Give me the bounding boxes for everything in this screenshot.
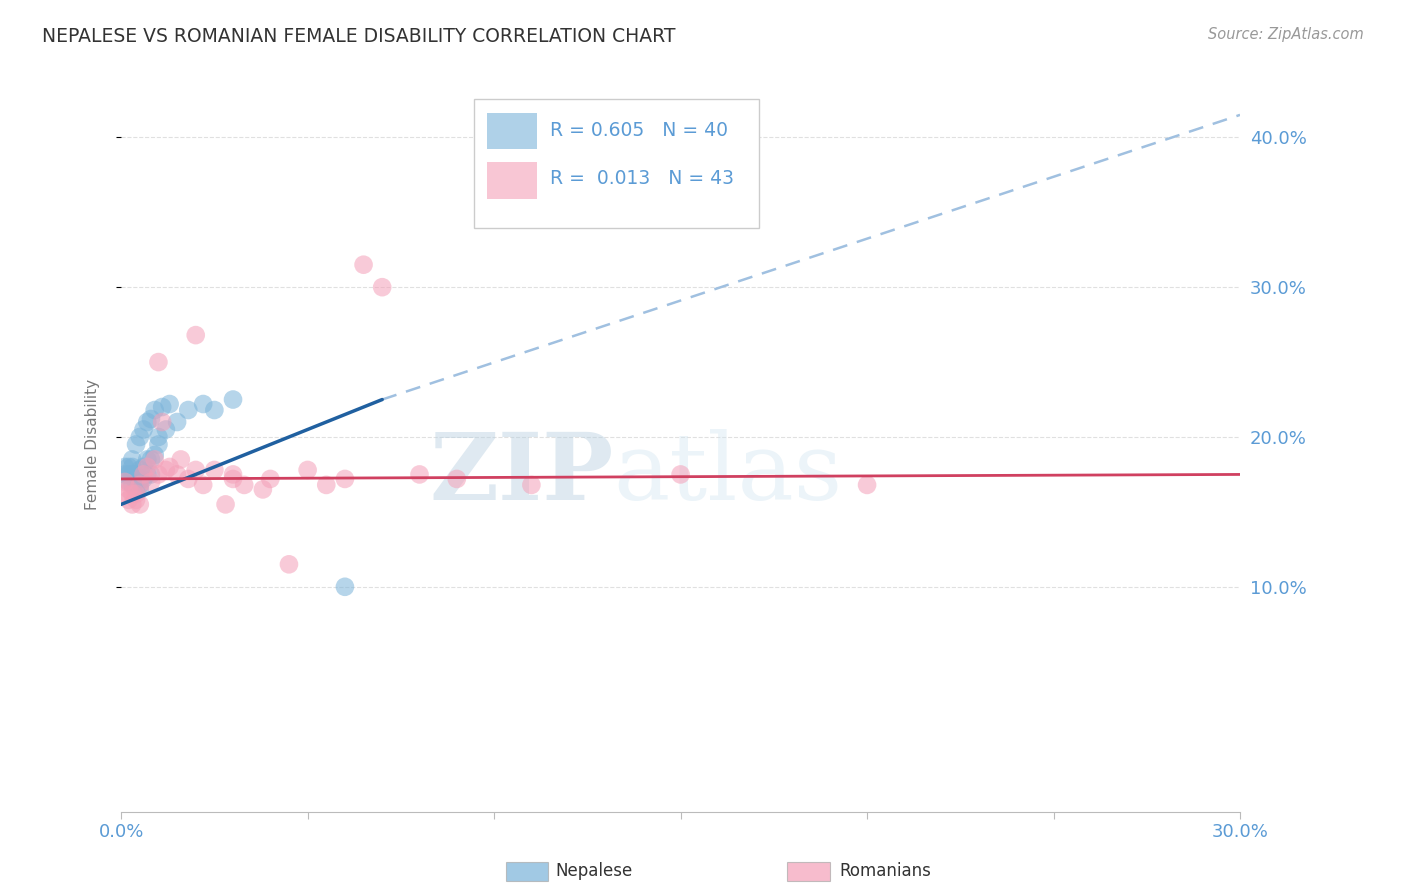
Point xyxy=(143,403,166,417)
Point xyxy=(148,437,170,451)
FancyBboxPatch shape xyxy=(474,100,759,228)
Point xyxy=(333,472,356,486)
Point xyxy=(125,475,148,489)
Point xyxy=(353,258,375,272)
Point xyxy=(143,452,166,467)
Point xyxy=(155,422,177,436)
Point xyxy=(117,467,139,482)
Point xyxy=(202,403,225,417)
Point xyxy=(128,478,150,492)
Point xyxy=(150,400,173,414)
Text: Romanians: Romanians xyxy=(839,863,931,880)
Point xyxy=(166,467,188,482)
Point xyxy=(193,478,215,492)
Point xyxy=(136,415,159,429)
Point xyxy=(297,463,319,477)
Point xyxy=(408,467,430,482)
Point xyxy=(132,472,155,486)
Point xyxy=(128,472,150,486)
FancyBboxPatch shape xyxy=(486,112,537,149)
Point xyxy=(159,397,181,411)
Point xyxy=(371,280,394,294)
Point xyxy=(128,463,150,477)
Point xyxy=(117,492,139,507)
Point xyxy=(193,397,215,411)
Point xyxy=(121,459,143,474)
Point xyxy=(278,558,301,572)
Point xyxy=(166,415,188,429)
Point xyxy=(121,467,143,482)
Point xyxy=(136,467,159,482)
Text: Nepalese: Nepalese xyxy=(555,863,633,880)
Point xyxy=(139,452,162,467)
Point xyxy=(125,492,148,507)
FancyBboxPatch shape xyxy=(486,161,537,199)
Point xyxy=(121,452,143,467)
Point xyxy=(139,412,162,426)
Point xyxy=(117,459,139,474)
Text: Source: ZipAtlas.com: Source: ZipAtlas.com xyxy=(1208,27,1364,42)
Point xyxy=(155,463,177,477)
Point xyxy=(669,467,692,482)
Point xyxy=(252,483,274,497)
Point xyxy=(333,580,356,594)
Text: atlas: atlas xyxy=(613,429,842,519)
Point xyxy=(177,403,200,417)
Point xyxy=(214,497,236,511)
Point xyxy=(128,478,150,492)
Point xyxy=(148,430,170,444)
Point xyxy=(148,355,170,369)
Point xyxy=(136,452,159,467)
Point xyxy=(202,463,225,477)
Point xyxy=(114,467,136,482)
Point xyxy=(132,459,155,474)
Text: ZIP: ZIP xyxy=(429,429,613,519)
Point xyxy=(159,459,181,474)
Point xyxy=(150,415,173,429)
Point xyxy=(114,487,136,501)
Point xyxy=(143,448,166,462)
Point xyxy=(121,478,143,492)
Point xyxy=(125,483,148,497)
Point xyxy=(132,422,155,436)
Point xyxy=(125,437,148,451)
Point xyxy=(121,487,143,501)
Point xyxy=(139,475,162,489)
Point xyxy=(222,392,245,407)
Point xyxy=(117,475,139,489)
Point xyxy=(233,478,256,492)
Point xyxy=(222,472,245,486)
Text: R = 0.605   N = 40: R = 0.605 N = 40 xyxy=(550,120,728,140)
Point xyxy=(184,463,207,477)
Text: NEPALESE VS ROMANIAN FEMALE DISABILITY CORRELATION CHART: NEPALESE VS ROMANIAN FEMALE DISABILITY C… xyxy=(42,27,676,45)
Point xyxy=(132,467,155,482)
Text: R =  0.013   N = 43: R = 0.013 N = 43 xyxy=(550,169,734,188)
Point xyxy=(121,497,143,511)
Point xyxy=(148,467,170,482)
Y-axis label: Female Disability: Female Disability xyxy=(86,379,100,510)
Point xyxy=(128,430,150,444)
Point xyxy=(117,483,139,497)
Point xyxy=(315,478,337,492)
Point xyxy=(184,328,207,343)
Point xyxy=(114,475,136,489)
Point xyxy=(128,497,150,511)
Point xyxy=(170,452,193,467)
Point xyxy=(222,467,245,482)
Point xyxy=(125,487,148,501)
Point xyxy=(114,459,136,474)
Point xyxy=(125,467,148,482)
Point xyxy=(856,478,879,492)
Point xyxy=(259,472,281,486)
Point xyxy=(128,483,150,497)
Point xyxy=(136,459,159,474)
Point xyxy=(520,478,543,492)
Point xyxy=(139,467,162,482)
Point xyxy=(177,472,200,486)
Point xyxy=(446,472,468,486)
